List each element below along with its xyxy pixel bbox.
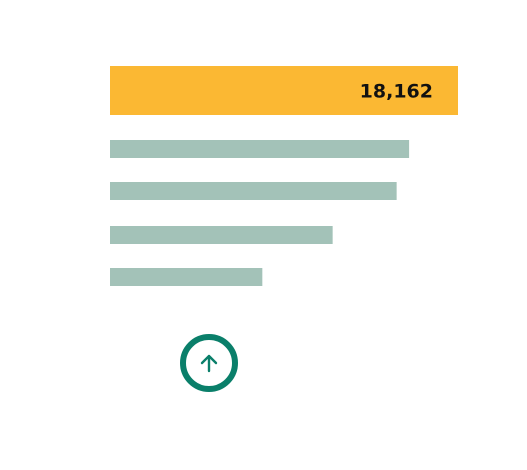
bar-4 — [110, 226, 333, 244]
arrow-up-icon — [200, 354, 218, 373]
bar-3 — [110, 182, 397, 200]
bar-value-label: 18,162 — [360, 81, 433, 103]
scroll-up-button[interactable] — [180, 334, 238, 392]
bar-1 — [110, 66, 458, 115]
bar-2 — [110, 140, 410, 158]
bar-5 — [110, 268, 263, 286]
